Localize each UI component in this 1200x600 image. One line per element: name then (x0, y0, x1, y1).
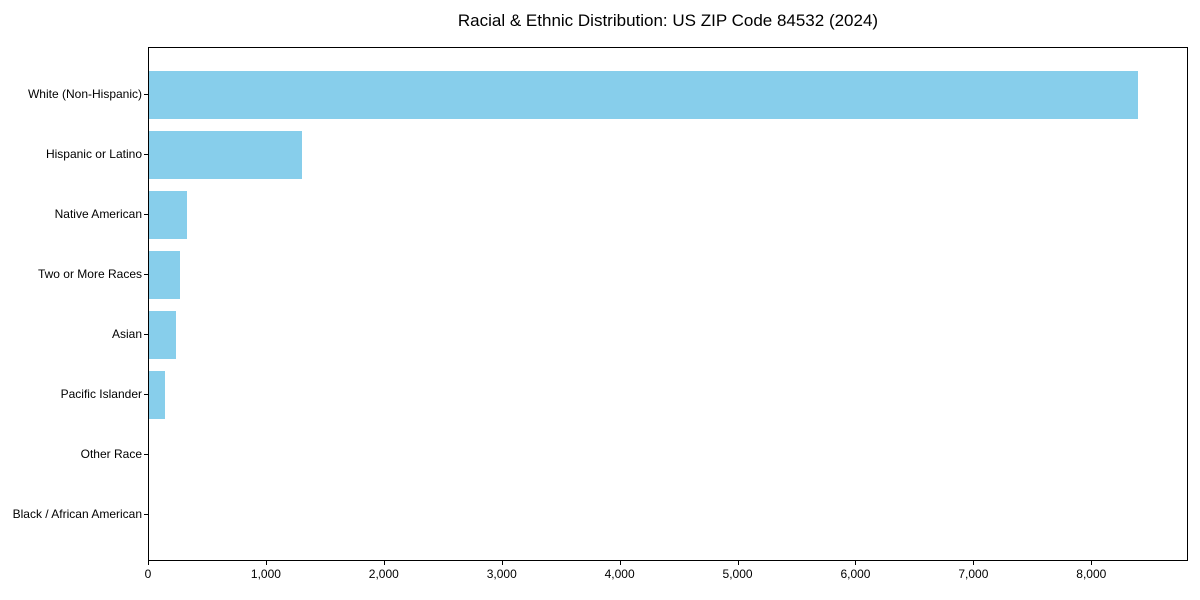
x-tick-label: 4,000 (604, 567, 635, 581)
bar (149, 131, 302, 180)
y-axis-tick (144, 214, 148, 215)
x-tick-label: 5,000 (722, 567, 753, 581)
y-axis-tick (144, 454, 148, 455)
x-tick-label: 2,000 (368, 567, 399, 581)
y-tick-label: Native American (54, 207, 142, 222)
y-axis-tick (144, 94, 148, 95)
chart-title: Racial & Ethnic Distribution: US ZIP Cod… (457, 11, 879, 30)
plot-area (148, 47, 1188, 561)
x-tick-label: 8,000 (1076, 567, 1107, 581)
x-tick-label: 6,000 (840, 567, 871, 581)
y-axis-tick (144, 514, 148, 515)
y-tick-label: Black / African American (12, 506, 142, 521)
bar (149, 191, 187, 240)
y-axis-tick (144, 154, 148, 155)
y-tick-label: Pacific Islander (60, 386, 142, 401)
x-axis-tick (1091, 561, 1092, 565)
bar (149, 71, 1138, 120)
x-tick-label: 3,000 (486, 567, 517, 581)
y-tick-label: Asian (111, 326, 142, 341)
bar (149, 251, 180, 299)
x-tick-label: 0 (144, 567, 152, 581)
y-axis-tick (144, 334, 148, 335)
x-axis-tick (384, 561, 385, 565)
x-tick-label: 1,000 (250, 567, 281, 581)
x-axis-tick (855, 561, 856, 565)
x-axis-tick (148, 561, 149, 565)
x-axis-tick (620, 561, 621, 565)
x-tick-label: 7,000 (958, 567, 989, 581)
bar (149, 370, 166, 419)
x-axis-tick (502, 561, 503, 565)
y-tick-label: Other Race (80, 446, 142, 461)
x-axis-tick (738, 561, 739, 565)
x-axis-tick (973, 561, 974, 565)
y-tick-label: Two or More Races (37, 267, 142, 282)
y-axis-tick (144, 274, 148, 275)
y-tick-label: Hispanic or Latino (45, 147, 142, 162)
y-axis-tick (144, 394, 148, 395)
x-axis-tick (266, 561, 267, 565)
bar (149, 310, 177, 359)
y-tick-label: White (Non-Hispanic) (27, 87, 142, 102)
